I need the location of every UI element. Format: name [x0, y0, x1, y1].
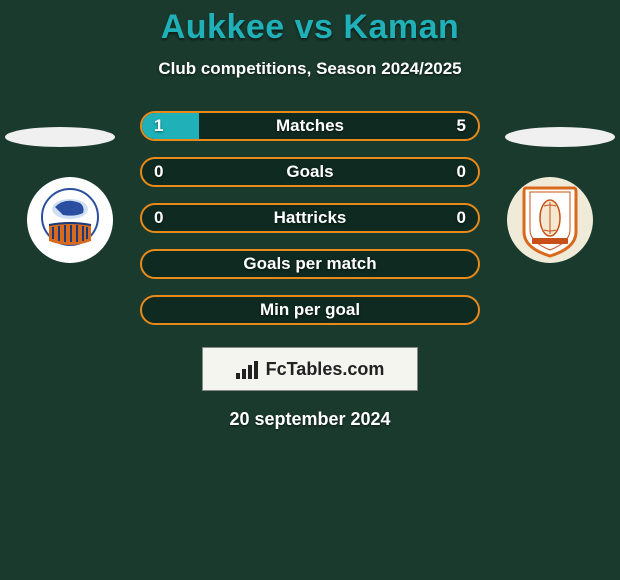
- ellipse-shadow-right: [505, 127, 615, 147]
- bar-chart-icon: [236, 359, 260, 379]
- page-title: Aukkee vs Kaman: [161, 8, 460, 47]
- subtitle: Club competitions, Season 2024/2025: [158, 59, 461, 79]
- stat-label: Min per goal: [260, 300, 360, 320]
- stat-label: Goals per match: [243, 254, 376, 274]
- stat-row: Min per goal: [140, 295, 480, 325]
- team-badge-right: [500, 177, 600, 263]
- stat-label: Matches: [276, 116, 344, 136]
- team-badge-left: [20, 177, 120, 263]
- stat-fill-bar: [142, 113, 199, 139]
- fctables-logo: FcTables.com: [202, 347, 418, 391]
- stat-value-left: 0: [154, 162, 163, 182]
- logo-text: FcTables.com: [266, 359, 385, 380]
- stat-label: Goals: [286, 162, 333, 182]
- ellipse-shadow-left: [5, 127, 115, 147]
- stat-value-right: 0: [457, 162, 466, 182]
- stat-value-left: 0: [154, 208, 163, 228]
- team-crest-left-icon: [35, 185, 105, 255]
- stat-row: 1 Matches 5: [140, 111, 480, 141]
- stat-label: Hattricks: [274, 208, 347, 228]
- stat-row: 0 Hattricks 0: [140, 203, 480, 233]
- date-text: 20 september 2024: [229, 409, 390, 430]
- stat-value-right: 5: [457, 116, 466, 136]
- stat-value-right: 0: [457, 208, 466, 228]
- team-crest-right-icon: [518, 182, 582, 258]
- stat-value-left: 1: [154, 116, 163, 136]
- stat-row: 0 Goals 0: [140, 157, 480, 187]
- stat-row: Goals per match: [140, 249, 480, 279]
- stats-panel: 1 Matches 5 0 Goals 0 0 Hattricks 0 Goals per mat…: [140, 111, 480, 325]
